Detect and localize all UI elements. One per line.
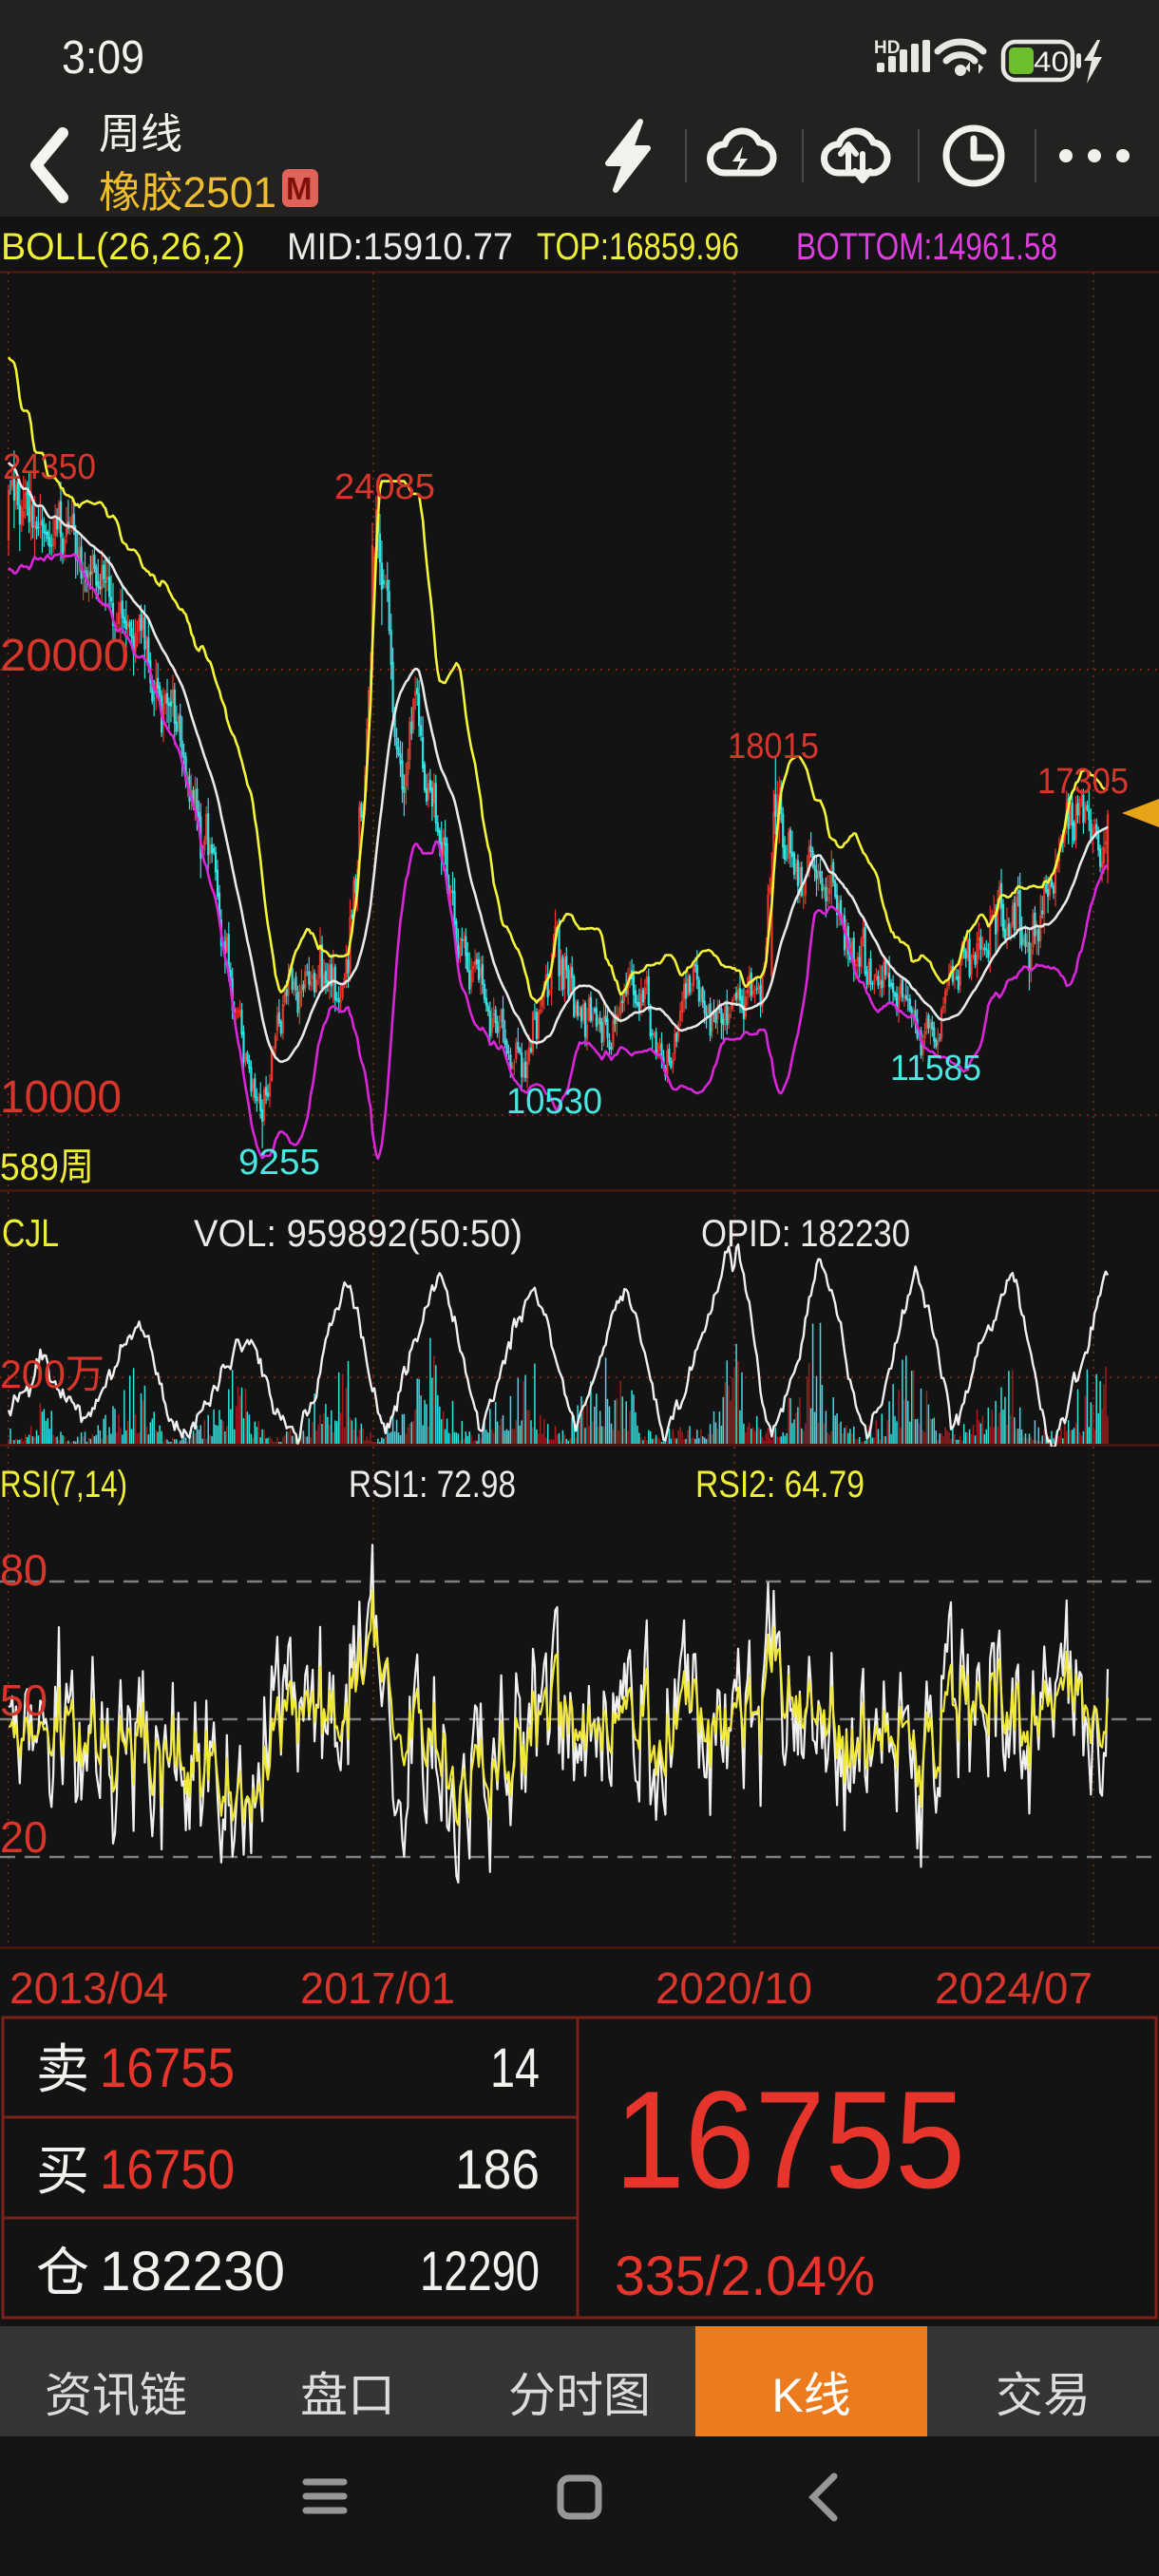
svg-text:589周: 589周 bbox=[0, 1146, 94, 1188]
svg-text:80: 80 bbox=[0, 1545, 48, 1595]
svg-text:OPID: 182230: OPID: 182230 bbox=[701, 1213, 910, 1255]
svg-text:交易: 交易 bbox=[996, 2369, 1091, 2422]
svg-text:TOP:16859.96: TOP:16859.96 bbox=[537, 226, 739, 268]
svg-text:仓: 仓 bbox=[36, 2243, 89, 2302]
svg-text:24350: 24350 bbox=[3, 447, 96, 487]
svg-text:RSI1: 72.98: RSI1: 72.98 bbox=[349, 1464, 516, 1506]
svg-text:16755: 16755 bbox=[615, 2062, 965, 2217]
svg-text:K线: K线 bbox=[771, 2369, 850, 2422]
svg-text:橡胶2501: 橡胶2501 bbox=[99, 168, 276, 217]
svg-text:18015: 18015 bbox=[728, 727, 819, 767]
svg-text:3:09: 3:09 bbox=[62, 32, 144, 84]
svg-text:HD: HD bbox=[874, 38, 900, 58]
svg-text:9255: 9255 bbox=[238, 1143, 320, 1183]
svg-text:16755: 16755 bbox=[100, 2037, 235, 2099]
svg-text:50: 50 bbox=[0, 1676, 48, 1725]
svg-text:BOLL(26,26,2): BOLL(26,26,2) bbox=[1, 226, 245, 268]
svg-text:17305: 17305 bbox=[1037, 762, 1129, 802]
svg-text:资讯链: 资讯链 bbox=[45, 2369, 187, 2422]
svg-text:周线: 周线 bbox=[99, 111, 182, 158]
svg-text:16750: 16750 bbox=[100, 2139, 235, 2201]
svg-text:卖: 卖 bbox=[36, 2039, 89, 2099]
svg-text:BOTTOM:14961.58: BOTTOM:14961.58 bbox=[796, 226, 1057, 268]
svg-text:VOL: 959892(50:50): VOL: 959892(50:50) bbox=[194, 1213, 522, 1255]
svg-text:CJL: CJL bbox=[2, 1211, 59, 1255]
svg-text:买: 买 bbox=[36, 2141, 89, 2201]
svg-text:11585: 11585 bbox=[890, 1049, 981, 1089]
svg-text:200万: 200万 bbox=[0, 1352, 104, 1396]
svg-text:20: 20 bbox=[0, 1812, 48, 1862]
svg-text:20000: 20000 bbox=[0, 631, 129, 681]
svg-text:14: 14 bbox=[490, 2037, 540, 2099]
svg-text:182230: 182230 bbox=[100, 2241, 285, 2302]
svg-text:分时图: 分时图 bbox=[508, 2369, 651, 2422]
svg-text:10000: 10000 bbox=[0, 1072, 122, 1123]
svg-text:40: 40 bbox=[1034, 47, 1069, 78]
svg-text:2017/01: 2017/01 bbox=[300, 1963, 455, 2013]
svg-text:186: 186 bbox=[455, 2139, 540, 2201]
svg-text:335/2.04%: 335/2.04% bbox=[615, 2245, 875, 2307]
svg-text:10530: 10530 bbox=[506, 1082, 602, 1122]
svg-text:MID:15910.77: MID:15910.77 bbox=[287, 226, 513, 268]
svg-text:2020/10: 2020/10 bbox=[656, 1963, 812, 2013]
svg-text:盘口: 盘口 bbox=[300, 2369, 395, 2422]
svg-text:2024/07: 2024/07 bbox=[935, 1963, 1092, 2013]
svg-text:RSI(7,14): RSI(7,14) bbox=[0, 1464, 127, 1506]
svg-text:12290: 12290 bbox=[420, 2241, 540, 2302]
svg-text:2013/04: 2013/04 bbox=[10, 1963, 168, 2013]
svg-text:M: M bbox=[286, 171, 313, 206]
svg-text:RSI2: 64.79: RSI2: 64.79 bbox=[695, 1464, 864, 1506]
svg-text:24085: 24085 bbox=[334, 467, 435, 507]
